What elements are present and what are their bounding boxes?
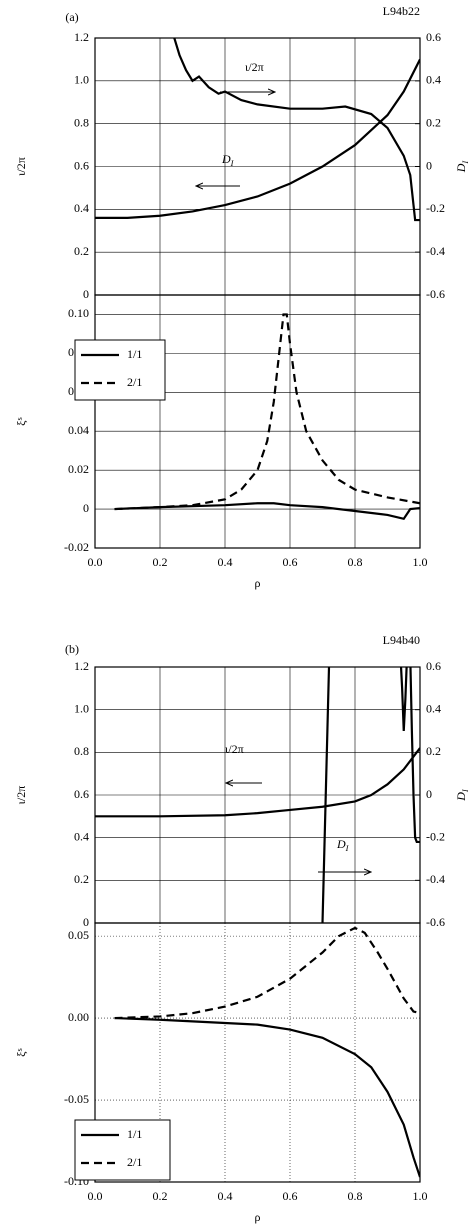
x-tick-label: 0.6 — [283, 555, 298, 569]
series-line — [95, 58, 420, 219]
series-line — [114, 313, 420, 511]
y2-tick-label: -0.4 — [426, 872, 445, 886]
x-tick-label: 0.8 — [348, 1189, 363, 1203]
y-tick-label: 0.8 — [74, 115, 89, 129]
series-label: DI — [221, 152, 235, 168]
y2-tick-label: 0 — [426, 158, 432, 172]
y-tick-label: 0.6 — [74, 787, 89, 801]
series-label: ι/2π — [245, 60, 264, 74]
y2-tick-label: 0.6 — [426, 659, 441, 673]
y-tick-label: -0.02 — [64, 540, 89, 554]
panel-label: (a) — [65, 10, 78, 24]
y-axis-label: ι/2π — [14, 786, 28, 805]
y-tick-label: 0.8 — [74, 744, 89, 758]
plot-frame — [94, 922, 421, 1183]
series-line — [321, 667, 420, 923]
x-tick-label: 0.2 — [153, 1189, 168, 1203]
series-line — [173, 38, 420, 222]
y2-tick-label: -0.2 — [426, 201, 445, 215]
y-tick-label: 0 — [83, 915, 89, 929]
y-tick-label: 1.0 — [74, 73, 89, 87]
series-line — [114, 1016, 420, 1178]
x-axis-label: ρ — [255, 1210, 261, 1224]
y-tick-label: 0.6 — [74, 158, 89, 172]
x-tick-label: 0.6 — [283, 1189, 298, 1203]
series-label: ι/2π — [225, 742, 244, 756]
y-tick-label: 0.2 — [74, 244, 89, 258]
x-tick-label: 1.0 — [413, 555, 428, 569]
x-tick-label: 1.0 — [413, 1189, 428, 1203]
y-tick-label: 1.2 — [74, 30, 89, 44]
legend-box — [74, 339, 166, 401]
x-tick-label: 0.4 — [218, 555, 233, 569]
y2-tick-label: -0.6 — [426, 287, 445, 301]
y-axis-label: ξs — [14, 1048, 28, 1057]
legend-label: 2/1 — [127, 1155, 142, 1169]
legend-label: 2/1 — [127, 375, 142, 389]
y2-tick-label: 0 — [426, 787, 432, 801]
y-axis-label: ξs — [14, 417, 28, 426]
y2-tick-label: -0.2 — [426, 829, 445, 843]
legend-label: 1/1 — [127, 1127, 142, 1141]
x-tick-label: 0.8 — [348, 555, 363, 569]
y2-tick-label: 0.2 — [426, 744, 441, 758]
y-tick-label: 1.2 — [74, 659, 89, 673]
y-tick-label: 0.04 — [68, 423, 89, 437]
y-tick-label: 0 — [83, 287, 89, 301]
y2-tick-label: -0.6 — [426, 915, 445, 929]
y-tick-label: 0.10 — [68, 306, 89, 320]
run-label: L94b40 — [383, 633, 420, 647]
run-label: L94b22 — [383, 4, 420, 18]
y-tick-label: 0.02 — [68, 462, 89, 476]
x-tick-label: 0.0 — [88, 1189, 103, 1203]
y2-tick-label: 0.2 — [426, 115, 441, 129]
series-line — [114, 926, 420, 1020]
panel-label: (b) — [65, 642, 79, 656]
x-tick-label: 0.0 — [88, 555, 103, 569]
y-tick-label: 0 — [83, 501, 89, 515]
y2-tick-label: 0.4 — [426, 73, 441, 87]
y-tick-label: 1.0 — [74, 701, 89, 715]
y-tick-label: 0.05 — [68, 928, 89, 942]
y2-axis-label: DI — [454, 160, 470, 174]
y-tick-label: 0.4 — [74, 201, 89, 215]
y-axis-label: ι/2π — [14, 157, 28, 176]
y2-tick-label: 0.4 — [426, 701, 441, 715]
x-tick-label: 0.4 — [218, 1189, 233, 1203]
y2-tick-label: 0.6 — [426, 30, 441, 44]
y-tick-label: 0.00 — [68, 1010, 89, 1024]
series-line — [95, 747, 420, 818]
legend-box — [74, 1119, 171, 1181]
plot-frame — [94, 294, 421, 549]
y-tick-label: 0.4 — [74, 829, 89, 843]
x-tick-label: 0.2 — [153, 555, 168, 569]
y2-tick-label: -0.4 — [426, 244, 445, 258]
y2-axis-label: DI — [454, 788, 470, 802]
legend-label: 1/1 — [127, 347, 142, 361]
series-line — [114, 502, 420, 521]
y-tick-label: -0.05 — [64, 1092, 89, 1106]
x-axis-label: ρ — [255, 576, 261, 590]
series-label: DI — [336, 837, 350, 853]
y-tick-label: 0.2 — [74, 872, 89, 886]
